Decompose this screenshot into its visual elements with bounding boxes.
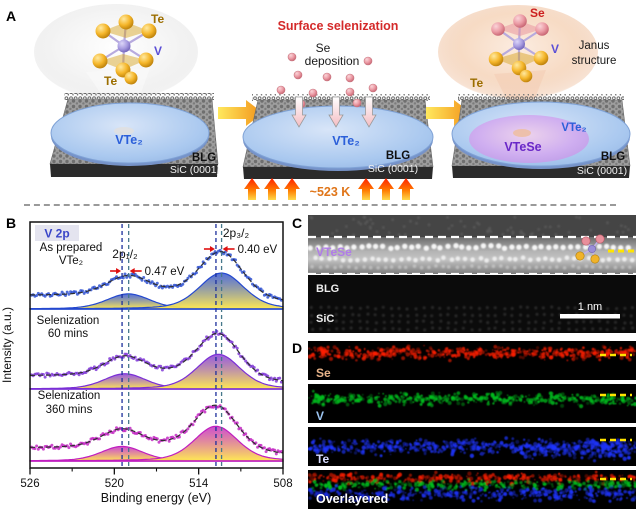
vtese-layer-label: VTeSe	[316, 245, 352, 259]
tem-labels: VTeSe BLG SiC 1 nm	[316, 245, 620, 325]
x-tick-label: 514	[189, 478, 209, 490]
peak-label-2p12: 2p₁/₂	[112, 247, 138, 261]
te-bottom-label: Te	[104, 74, 117, 88]
series-label-line1: As prepared	[40, 242, 103, 254]
deposition-arrows	[291, 96, 377, 128]
janus-structure-line1: Janus	[579, 40, 610, 52]
peak-label-2p32: 2p₃/₂	[223, 226, 250, 240]
chart-title-chip	[35, 225, 79, 241]
scene-texts: Te V Te VTe₂ BLG SiC (0001) Surface sele…	[104, 6, 627, 199]
se-deposition-line1: Se	[316, 41, 331, 55]
scale-bar-label: 1 nm	[578, 301, 602, 313]
eds-map-v: V	[308, 384, 636, 423]
vte2-flake-label: VTe₂	[332, 134, 360, 148]
blg-label: BLG	[386, 150, 410, 162]
section-separator	[24, 204, 616, 206]
eds-map-label: Se	[316, 366, 331, 380]
graphene-fringe	[64, 93, 214, 100]
panel-a-schematic: Te V Te VTe₂ BLG SiC (0001) Surface sele…	[34, 4, 631, 200]
se-deposition-line2: deposition	[305, 54, 360, 68]
panel-c-label: C	[292, 215, 303, 231]
process-title: Surface selenization	[278, 19, 399, 33]
y-axis-label: Intensity (a.u.)	[0, 307, 14, 383]
spectrum-1	[29, 329, 284, 390]
panel-b-label: B	[6, 215, 17, 231]
tem-image: VTeSe BLG SiC 1 nm	[308, 215, 636, 333]
eds-map-label: Te	[316, 452, 329, 466]
v-label: V	[551, 42, 559, 56]
x-tick-label: 508	[273, 478, 292, 490]
sic-label: SiC	[316, 313, 334, 325]
vtese-region	[469, 115, 589, 163]
series-label-line1: Selenization	[38, 390, 101, 402]
heat-arrows	[244, 178, 414, 200]
chart-title: V 2p	[44, 227, 69, 241]
janus-structure-line2: structure	[572, 55, 617, 67]
x-tick-label: 520	[105, 478, 124, 490]
scene-process	[242, 52, 434, 200]
x-axis-label: Binding energy (eV)	[101, 491, 211, 505]
series-label-line2: VTe₂	[59, 255, 83, 267]
scene-result	[438, 5, 631, 178]
spectrum-0	[29, 248, 284, 310]
plot-frame	[29, 221, 284, 469]
te-label: Te	[470, 76, 483, 90]
eds-maps: Se V Te Overlayered	[308, 341, 636, 509]
blg-label: BLG	[192, 152, 216, 164]
tem-render	[308, 215, 636, 333]
panel-d-label: D	[292, 340, 303, 356]
vte2-flake-label: VTe₂	[561, 122, 586, 134]
sic-label: SiC (0001)	[577, 165, 627, 177]
eds-map-label: V	[316, 409, 324, 423]
x-tick-label: 526	[20, 478, 39, 490]
janus-molecule	[488, 14, 549, 83]
sic-label: SiC (0001)	[368, 163, 418, 175]
vte2-flake-label: VTe₂	[115, 133, 143, 147]
eds-map-overlayered: Overlayered	[308, 470, 636, 509]
series-label-line2: 360 mins	[46, 404, 93, 416]
janus-molecule-overlay	[575, 234, 605, 264]
panel-a-label: A	[6, 8, 17, 24]
sic-label: SiC (0001)	[170, 164, 220, 176]
eds-map-label: Overlayered	[316, 492, 388, 506]
scene-initial	[34, 4, 219, 177]
shift-label: 0.40 eV	[238, 244, 278, 256]
vte2-molecule	[92, 14, 157, 85]
substrate-front	[50, 164, 218, 177]
blg-label: BLG	[316, 283, 339, 295]
shift-label: 0.47 eV	[145, 266, 185, 278]
eds-map-te: Te	[308, 427, 636, 466]
se-label: Se	[530, 6, 545, 20]
temperature-label: ~523 K	[310, 185, 351, 199]
vtese-flake-label: VTeSe	[504, 140, 541, 154]
series-label-line1: Selenization	[37, 315, 100, 327]
blg-label: BLG	[601, 151, 625, 163]
eds-map-se: Se	[308, 341, 636, 380]
v-label: V	[154, 44, 162, 58]
process-arrow-1	[218, 100, 263, 126]
te-top-label: Te	[151, 12, 164, 26]
scale-bar	[560, 314, 620, 319]
series-label-line2: 60 mins	[48, 328, 89, 340]
spectrum-2	[29, 404, 284, 462]
